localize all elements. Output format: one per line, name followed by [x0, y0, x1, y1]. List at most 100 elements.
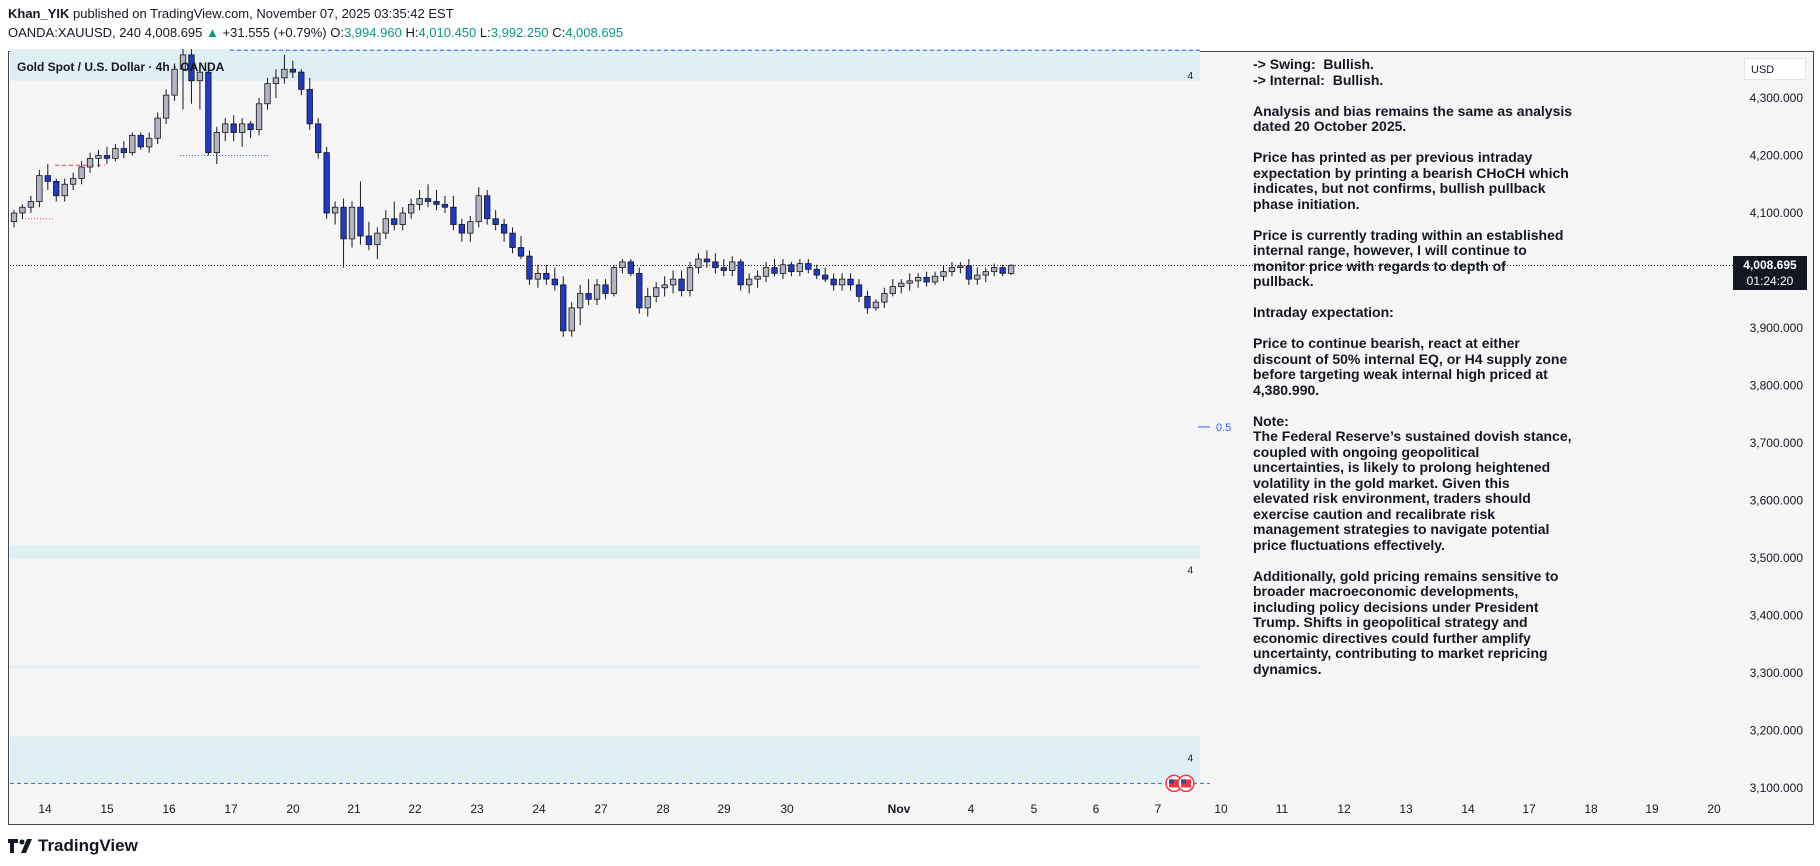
candle-bull	[931, 275, 939, 283]
note-line: uncertainties, is likely to prolong heig…	[1253, 459, 1551, 475]
candle-bear	[137, 134, 144, 148]
note-line: indicates, but not confirms, bullish pul…	[1253, 180, 1546, 196]
candle-bear	[323, 152, 330, 214]
x-tick-label: 28	[656, 802, 670, 816]
candle-bear	[357, 206, 364, 237]
x-tick-label: 11	[1276, 802, 1289, 816]
open-label: O:	[330, 25, 344, 40]
note-line	[1253, 321, 1613, 337]
y-tick-label: 3,700.000	[1750, 436, 1804, 450]
y-tick-label: 3,900.000	[1750, 321, 1804, 335]
x-tick-label: 15	[100, 802, 114, 816]
candle-bull	[416, 198, 423, 205]
us-flag-event-icon	[1181, 779, 1186, 784]
candle-bull	[70, 178, 77, 185]
note-line: 4,380.990.	[1253, 381, 1320, 398]
candle-bull	[889, 286, 896, 294]
x-tick-label: 21	[347, 802, 361, 816]
candle-bear	[120, 148, 127, 154]
x-tick-label: 5	[1031, 802, 1038, 816]
candle-bear	[306, 88, 313, 125]
candle-bull	[95, 155, 102, 159]
x-tick-label: 20	[286, 802, 300, 816]
candle-bull	[399, 212, 406, 225]
note-line: -> Internal: Bullish.	[1253, 71, 1384, 88]
note-line: price fluctuations effectively.	[1253, 536, 1445, 553]
author-name[interactable]: Khan_YIK	[8, 6, 70, 21]
x-tick-label: 16	[162, 802, 176, 816]
candle-bull	[112, 148, 119, 159]
candle-bull	[154, 117, 161, 139]
zone-label: 4	[1187, 565, 1193, 576]
candle-bear	[365, 235, 373, 246]
note-line	[1253, 212, 1613, 228]
x-tick-label: 18	[1584, 802, 1598, 816]
note-line	[1253, 88, 1613, 104]
candle-bull	[1007, 264, 1015, 274]
note-line	[1253, 398, 1613, 414]
candle-bull	[264, 83, 271, 105]
low-value: 3,992.250	[490, 25, 549, 40]
candle-bear	[923, 276, 930, 283]
candle-bull	[779, 264, 787, 274]
note-line: volatility in the gold market. Given thi…	[1253, 474, 1510, 491]
candle-bear	[44, 175, 51, 182]
candle-bull	[213, 132, 220, 154]
symbol-label: OANDA:XAUUSD, 240	[8, 25, 141, 40]
bar-countdown: 01:24:20	[1746, 274, 1794, 288]
candle-bull	[577, 293, 584, 309]
note-line: Additionally, gold pricing remains sensi…	[1253, 567, 1559, 584]
candle-bull	[619, 261, 626, 269]
currency-selector[interactable]: USD	[1744, 58, 1806, 80]
note-line: Intraday expectation:	[1253, 304, 1394, 320]
candle-bull	[331, 206, 339, 214]
candle-bear	[788, 264, 795, 273]
candle-bear	[551, 278, 558, 286]
candle-bull	[695, 258, 702, 269]
candle-bull	[86, 157, 94, 168]
x-tick-label: 6	[1093, 802, 1100, 816]
candle-bear	[813, 268, 820, 276]
candle-bear	[298, 71, 305, 90]
note-line: management strategies to navigate potent…	[1253, 521, 1550, 537]
candle-bull	[661, 284, 668, 289]
candle-bear	[855, 284, 863, 297]
note-line: dated 20 October 2025.	[1253, 118, 1407, 134]
candle-bull	[762, 267, 770, 277]
candle-bull	[729, 261, 736, 271]
y-tick-label: 3,200.000	[1750, 724, 1804, 738]
note-line: phase initiation.	[1253, 195, 1360, 212]
y-tick-label: 4,100.000	[1750, 206, 1804, 220]
candle-bull	[407, 203, 415, 214]
candle-bear	[103, 155, 111, 159]
note-line: -> Swing: Bullish.	[1253, 56, 1374, 72]
candle-bear	[585, 293, 592, 300]
analysis-notes: -> Swing: Bullish. -> Internal: Bullish. …	[1253, 56, 1613, 677]
candle-bear	[450, 206, 457, 225]
tradingview-logo[interactable]: TradingView	[8, 836, 138, 856]
candle-bull	[129, 134, 136, 154]
candle-bull	[146, 137, 153, 148]
note-line: Price has printed as per previous intrad…	[1253, 149, 1533, 165]
candle-bull	[669, 278, 677, 286]
candle-bull	[61, 183, 68, 197]
chart-pane[interactable]	[8, 51, 1814, 825]
low-label: L:	[479, 25, 491, 40]
candle-bull	[348, 206, 356, 240]
x-tick-label: 19	[1645, 802, 1659, 816]
candle-bear	[205, 71, 212, 154]
candle-bear	[188, 54, 195, 82]
candle-bull	[281, 68, 288, 79]
x-tick-label: 13	[1399, 802, 1413, 816]
note-line: Trump. Shifts in geopolitical strategy a…	[1253, 614, 1528, 630]
candle-bull	[915, 276, 922, 282]
note-line: expectation by printing a bearish CHoCH …	[1253, 164, 1569, 181]
x-tick-label: 27	[594, 802, 608, 816]
candle-bear	[864, 295, 871, 309]
candle-bear	[965, 265, 972, 280]
candle-bear	[602, 284, 609, 294]
candle-bull	[982, 271, 989, 276]
candle-bear	[492, 218, 499, 225]
candle-bull	[475, 195, 482, 223]
